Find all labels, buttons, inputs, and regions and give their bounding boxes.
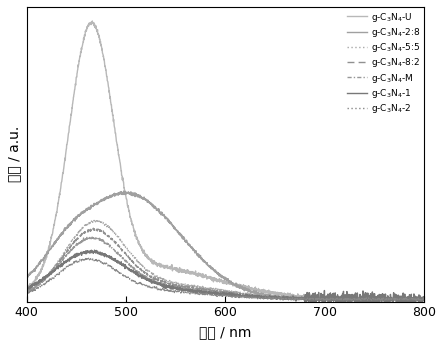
g-C$_3$N$_4$-U xyxy=(218,280,223,284)
g-C$_3$N$_4$-M xyxy=(44,276,50,280)
g-C$_3$N$_4$-U xyxy=(410,297,416,301)
g-C$_3$N$_4$-2 xyxy=(207,292,212,296)
g-C$_3$N$_4$-5:5 xyxy=(421,297,427,301)
Line: g-C$_3$N$_4$-2:8: g-C$_3$N$_4$-2:8 xyxy=(27,191,424,301)
g-C$_3$N$_4$-1 xyxy=(302,300,307,304)
g-C$_3$N$_4$-8:2 xyxy=(44,274,50,278)
g-C$_3$N$_4$-2:8 xyxy=(121,189,126,193)
Line: g-C$_3$N$_4$-1: g-C$_3$N$_4$-1 xyxy=(27,250,424,302)
Line: g-C$_3$N$_4$-8:2: g-C$_3$N$_4$-8:2 xyxy=(27,228,424,301)
g-C$_3$N$_4$-M xyxy=(410,297,416,301)
g-C$_3$N$_4$-M xyxy=(410,297,416,301)
g-C$_3$N$_4$-U xyxy=(207,275,212,279)
g-C$_3$N$_4$-8:2 xyxy=(218,290,223,294)
Line: g-C$_3$N$_4$-M: g-C$_3$N$_4$-M xyxy=(27,236,424,301)
g-C$_3$N$_4$-U xyxy=(44,252,50,256)
g-C$_3$N$_4$-1 xyxy=(207,290,212,294)
g-C$_3$N$_4$-M xyxy=(24,290,29,294)
g-C$_3$N$_4$-2 xyxy=(24,291,29,295)
Legend: g-C$_3$N$_4$-U, g-C$_3$N$_4$-2:8, g-C$_3$N$_4$-5:5, g-C$_3$N$_4$-8:2, g-C$_3$N$_: g-C$_3$N$_4$-U, g-C$_3$N$_4$-2:8, g-C$_3… xyxy=(346,9,422,117)
g-C$_3$N$_4$-U xyxy=(337,298,342,302)
g-C$_3$N$_4$-1 xyxy=(421,295,427,299)
g-C$_3$N$_4$-M xyxy=(337,297,342,301)
g-C$_3$N$_4$-2:8 xyxy=(207,264,212,268)
g-C$_3$N$_4$-2:8 xyxy=(337,298,342,302)
g-C$_3$N$_4$-1 xyxy=(44,274,50,278)
g-C$_3$N$_4$-8:2 xyxy=(410,297,416,301)
g-C$_3$N$_4$-M xyxy=(358,299,363,303)
g-C$_3$N$_4$-5:5 xyxy=(410,297,416,301)
g-C$_3$N$_4$-2 xyxy=(337,297,342,301)
g-C$_3$N$_4$-5:5 xyxy=(410,296,416,300)
g-C$_3$N$_4$-8:2 xyxy=(91,226,96,230)
g-C$_3$N$_4$-2 xyxy=(421,297,427,301)
g-C$_3$N$_4$-5:5 xyxy=(207,286,212,291)
g-C$_3$N$_4$-M xyxy=(421,297,427,301)
Line: g-C$_3$N$_4$-U: g-C$_3$N$_4$-U xyxy=(27,21,424,302)
X-axis label: 波长 / nm: 波长 / nm xyxy=(199,325,252,339)
g-C$_3$N$_4$-1 xyxy=(337,295,342,300)
g-C$_3$N$_4$-5:5 xyxy=(44,274,50,278)
g-C$_3$N$_4$-2 xyxy=(410,297,416,301)
g-C$_3$N$_4$-2 xyxy=(389,299,394,303)
g-C$_3$N$_4$-2 xyxy=(218,293,223,297)
g-C$_3$N$_4$-U xyxy=(350,300,355,304)
g-C$_3$N$_4$-8:2 xyxy=(24,290,29,294)
g-C$_3$N$_4$-1 xyxy=(92,248,97,252)
g-C$_3$N$_4$-2:8 xyxy=(410,297,416,301)
g-C$_3$N$_4$-8:2 xyxy=(410,298,416,302)
g-C$_3$N$_4$-8:2 xyxy=(421,297,427,301)
g-C$_3$N$_4$-8:2 xyxy=(329,299,334,303)
g-C$_3$N$_4$-1 xyxy=(410,299,416,303)
g-C$_3$N$_4$-M xyxy=(218,291,223,295)
g-C$_3$N$_4$-2:8 xyxy=(44,252,50,256)
Line: g-C$_3$N$_4$-2: g-C$_3$N$_4$-2 xyxy=(27,258,424,301)
g-C$_3$N$_4$-5:5 xyxy=(337,297,342,301)
g-C$_3$N$_4$-2:8 xyxy=(24,276,29,281)
g-C$_3$N$_4$-8:2 xyxy=(337,296,342,300)
g-C$_3$N$_4$-2:8 xyxy=(410,298,416,302)
Line: g-C$_3$N$_4$-5:5: g-C$_3$N$_4$-5:5 xyxy=(27,220,424,301)
g-C$_3$N$_4$-2:8 xyxy=(382,299,387,303)
g-C$_3$N$_4$-U xyxy=(89,19,95,23)
g-C$_3$N$_4$-U xyxy=(24,288,29,292)
g-C$_3$N$_4$-U xyxy=(421,297,427,301)
g-C$_3$N$_4$-1 xyxy=(24,288,29,292)
g-C$_3$N$_4$-1 xyxy=(218,291,223,295)
g-C$_3$N$_4$-1 xyxy=(410,295,416,300)
g-C$_3$N$_4$-5:5 xyxy=(218,289,223,293)
g-C$_3$N$_4$-8:2 xyxy=(207,288,212,292)
g-C$_3$N$_4$-M xyxy=(89,234,95,238)
g-C$_3$N$_4$-U xyxy=(410,297,416,301)
g-C$_3$N$_4$-5:5 xyxy=(93,218,99,222)
g-C$_3$N$_4$-5:5 xyxy=(24,290,29,294)
g-C$_3$N$_4$-2 xyxy=(86,256,91,261)
g-C$_3$N$_4$-2:8 xyxy=(218,273,223,277)
g-C$_3$N$_4$-5:5 xyxy=(391,299,396,303)
g-C$_3$N$_4$-M xyxy=(207,290,212,294)
g-C$_3$N$_4$-2 xyxy=(44,281,50,285)
g-C$_3$N$_4$-2:8 xyxy=(421,297,427,301)
g-C$_3$N$_4$-2 xyxy=(410,297,416,301)
Y-axis label: 强度 / a.u.: 强度 / a.u. xyxy=(7,126,21,182)
